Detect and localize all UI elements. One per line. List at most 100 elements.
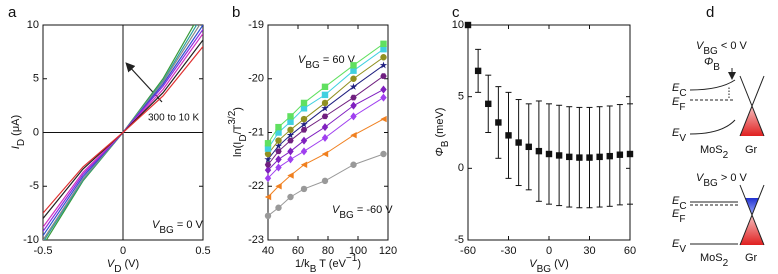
filled-states [740, 106, 764, 136]
point [505, 132, 512, 139]
point [350, 94, 357, 101]
material-label: MoS2 [700, 144, 729, 161]
point [380, 73, 387, 79]
dirac-cone [739, 184, 765, 246]
point [300, 161, 308, 168]
point [275, 129, 282, 136]
point [626, 150, 634, 158]
y-tick-label: -22 [248, 180, 264, 192]
point [350, 75, 357, 82]
x-tick-label: -60 [460, 245, 476, 257]
point [464, 21, 472, 29]
annotation: 300 to 10 K [148, 113, 199, 124]
point [380, 85, 387, 94]
panel-label: b [232, 4, 240, 21]
point [300, 115, 308, 123]
point [287, 113, 294, 120]
point [321, 150, 329, 158]
point [264, 212, 272, 220]
annotation: VBG = -60 V [332, 204, 393, 221]
point [300, 147, 308, 156]
point [300, 105, 308, 112]
y-tick-label: -5 [454, 234, 464, 246]
point [525, 143, 532, 151]
point [380, 54, 387, 61]
point [287, 155, 294, 164]
point [286, 131, 295, 139]
point [321, 133, 329, 142]
conduction-band [689, 79, 736, 91]
x-axis-label: VD (V) [107, 258, 139, 274]
ec-label: EC [672, 195, 687, 212]
x-axis-label: 1/kB T (eV−1) [295, 253, 361, 274]
point [264, 155, 272, 163]
point [274, 142, 283, 150]
ev-label: EV [672, 238, 686, 255]
point [350, 161, 357, 168]
point [300, 136, 308, 145]
x-tick-label: 0 [120, 245, 126, 257]
point [275, 204, 282, 211]
y-axis-label: ID (μA) [10, 115, 27, 149]
y-tick-label: 10 [27, 19, 39, 31]
plot-frame [267, 24, 389, 241]
y-axis-label: ln(ID/T3/2) [227, 107, 249, 157]
point [300, 185, 308, 193]
point [380, 40, 387, 48]
point [275, 123, 282, 131]
point [264, 140, 272, 147]
point [515, 139, 522, 146]
point [287, 147, 294, 156]
ec-label: EC [672, 82, 687, 99]
point [321, 83, 329, 91]
annotation: VBG = 0 V [152, 219, 204, 236]
valence-band [689, 119, 736, 135]
point [379, 61, 388, 69]
point [287, 172, 294, 179]
point [380, 150, 387, 158]
arrow [125, 62, 163, 103]
point [596, 153, 603, 161]
fit-line [267, 118, 384, 198]
point [350, 62, 357, 69]
graphene-label: Gr [745, 144, 758, 156]
point [287, 193, 294, 201]
point [321, 123, 329, 132]
condition: VBG < 0 V [696, 40, 748, 57]
point [545, 150, 553, 158]
x-tick-label: 30 [583, 245, 595, 257]
point [350, 67, 357, 74]
point [321, 91, 329, 99]
y-tick-label: -20 [248, 73, 264, 85]
material-label: MoS2 [700, 252, 729, 269]
y-tick-label: -23 [248, 234, 264, 246]
dirac-cone [739, 75, 765, 137]
x-tick-label: 80 [322, 245, 334, 257]
curves [43, 25, 203, 240]
point [321, 99, 329, 107]
point [380, 115, 387, 123]
point [495, 119, 502, 126]
x-tick-label: 100 [349, 245, 367, 257]
x-axis-label: VBG (V) [529, 258, 569, 274]
point [576, 154, 583, 161]
point [380, 45, 387, 53]
graphene-label: Gr [745, 252, 758, 264]
point [300, 127, 308, 133]
y-tick-label: -5 [29, 180, 39, 192]
y-tick-label: 0 [458, 162, 464, 174]
condition: VBG > 0 V [696, 172, 748, 189]
y-axis-label: ΦB (meV) [434, 108, 451, 157]
annotation: VBG = 60 V [298, 54, 356, 71]
y-tick-label: 5 [33, 73, 39, 85]
point [321, 177, 329, 185]
curve [43, 46, 203, 214]
x-tick-label: 0.5 [195, 245, 210, 257]
point [566, 153, 573, 161]
point [287, 118, 294, 125]
point [287, 137, 294, 144]
x-tick-label: 60 [292, 245, 304, 257]
point [275, 137, 282, 144]
barrier-label: ΦB [704, 56, 720, 73]
point [606, 152, 613, 160]
